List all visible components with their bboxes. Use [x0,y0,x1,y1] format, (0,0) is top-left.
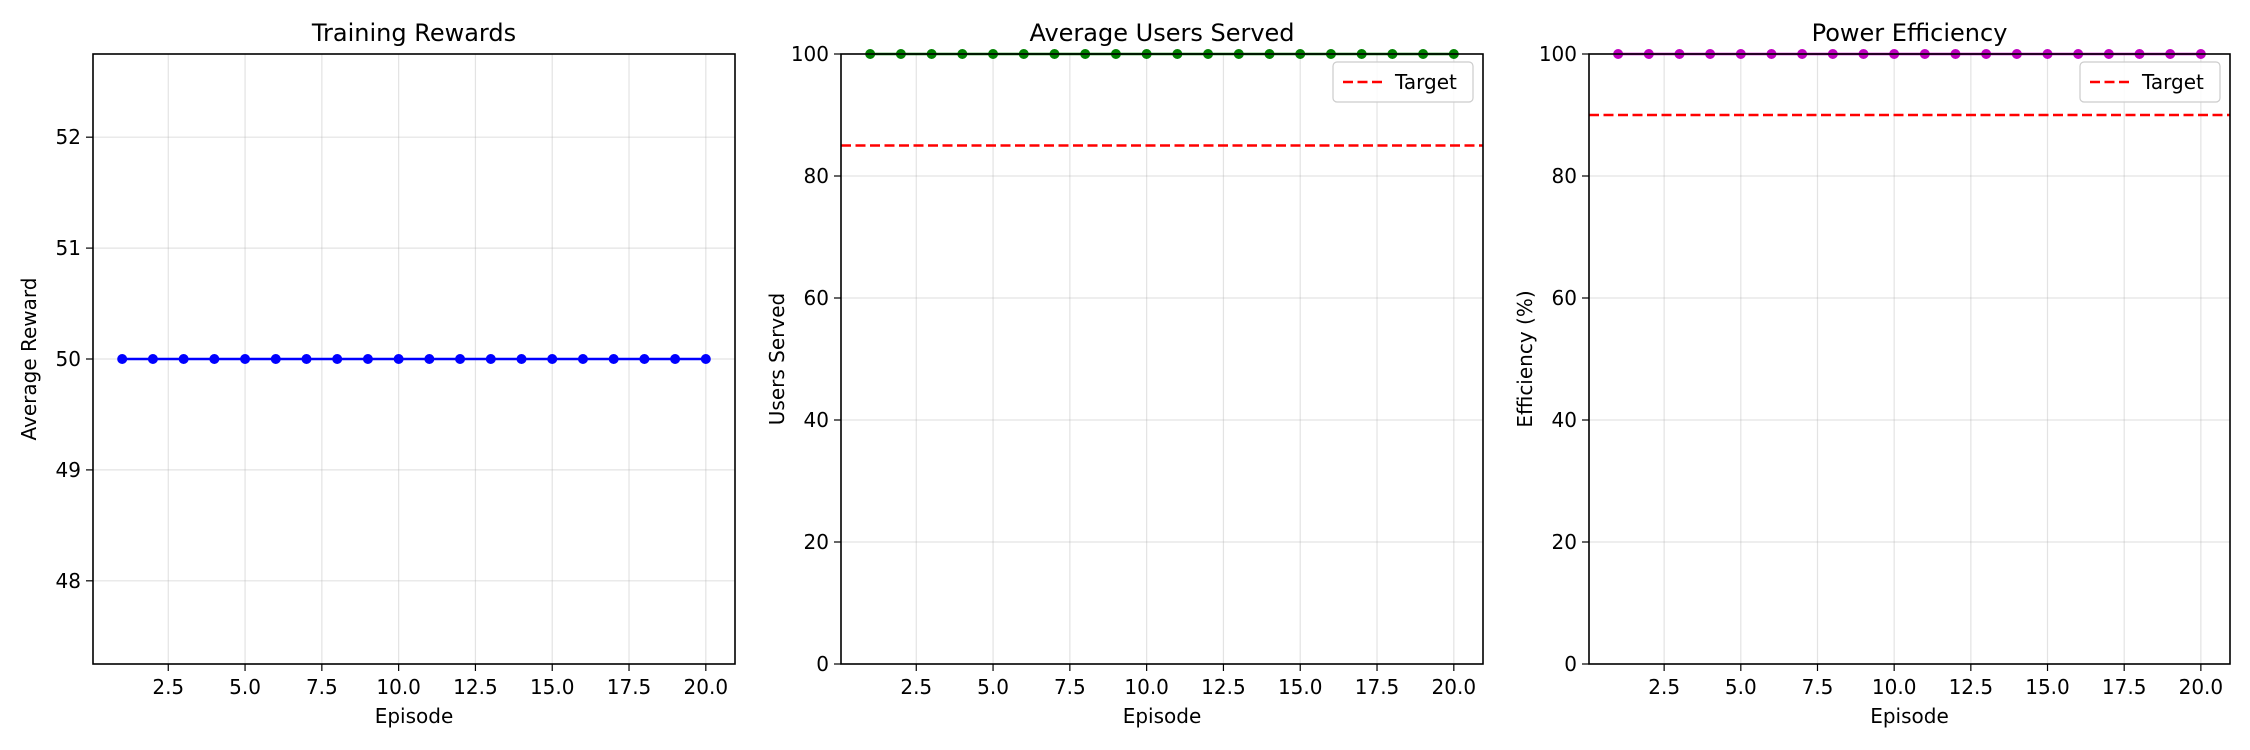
y-tick-label: 80 [1552,164,1577,188]
axes-frame [840,53,1484,665]
x-tick-label: 12.5 [1201,675,1246,699]
data-point [178,354,189,364]
x-tick-label: 20.0 [2179,675,2224,699]
x-tick-label: 2.5 [152,675,184,699]
x-tick-label: 20.0 [1432,675,1477,699]
x-tick-label: 15.0 [1278,675,1323,699]
y-tick-label: 49 [56,458,81,482]
y-axis-label: Average Reward [17,278,41,441]
chart-title: Average Users Served [1029,19,1294,47]
x-tick-label: 7.5 [1054,675,1086,699]
data-point [577,354,588,364]
x-tick-label: 5.0 [977,675,1009,699]
y-tick-label: 40 [804,408,829,432]
chart-title: Power Efficiency [1812,19,2008,47]
data-point [670,354,681,364]
y-tick-label: 100 [1539,42,1577,66]
y-tick-label: 60 [1552,286,1577,310]
x-tick-label: 7.5 [1802,675,1834,699]
x-tick-label: 15.0 [2025,675,2070,699]
data-point [424,354,435,364]
x-tick-label: 5.0 [229,675,261,699]
x-tick-label: 10.0 [1124,675,1169,699]
y-tick-label: 20 [1552,530,1577,554]
y-tick-label: 100 [791,42,829,66]
axes-frame [92,53,736,665]
y-tick-label: 0 [816,652,829,676]
legend-label: Target [2141,70,2204,94]
y-tick-label: 40 [1552,408,1577,432]
x-tick-label: 10.0 [376,675,421,699]
y-axis-label: Efficiency (%) [1513,290,1537,427]
x-tick-label: 7.5 [306,675,338,699]
y-tick-label: 0 [1564,652,1577,676]
data-point [209,354,220,364]
x-tick-label: 20.0 [684,675,729,699]
x-tick-label: 17.5 [2102,675,2147,699]
data-point [485,354,496,364]
data-point [639,354,650,364]
y-axis-label: Users Served [765,293,789,425]
chart-2: 2.5 5.0 7.5 10.0 12.5 15.0 17.5 20.0 0 20 40 60 80 10… [765,19,1484,728]
y-tick-label: 80 [804,164,829,188]
x-axis-label: Episode [1870,704,1949,728]
x-tick-label: 2.5 [1648,675,1680,699]
x-tick-label: 2.5 [900,675,932,699]
y-tick-label: 60 [804,286,829,310]
x-axis-label: Episode [375,704,454,728]
data-point [455,354,466,364]
data-point [117,354,128,364]
data-point [332,354,343,364]
data-point [147,354,158,364]
data-point [393,354,404,364]
data-point [547,354,558,364]
x-tick-label: 17.5 [1355,675,1400,699]
x-tick-label: 10.0 [1872,675,1917,699]
data-point [516,354,527,364]
x-tick-label: 5.0 [1725,675,1757,699]
chart-title: Training Rewards [311,19,516,47]
data-point [362,354,373,364]
data-point [700,354,711,364]
x-tick-label: 12.5 [1949,675,1994,699]
legend-box [1332,61,1474,103]
x-tick-label: 15.0 [530,675,575,699]
data-point [608,354,619,364]
x-tick-label: 12.5 [453,675,498,699]
x-tick-label: 17.5 [607,675,652,699]
y-tick-label: 20 [804,530,829,554]
y-tick-label: 51 [56,236,81,260]
data-point [301,354,312,364]
chart-3: 2.5 5.0 7.5 10.0 12.5 15.0 17.5 20.0 0 20 40 60 80 10… [1513,19,2231,728]
legend-label: Target [1394,70,1457,94]
y-tick-label: 48 [56,569,81,593]
legend: Target [1332,61,1474,103]
chart-1: 2.5 5.0 7.5 10.0 12.5 15.0 17.5 20.0 48 49 50 51 52 T… [17,19,736,728]
axes-frame [1588,53,2231,665]
legend-box [2079,61,2221,103]
y-tick-label: 50 [56,347,81,371]
data-point [240,354,251,364]
data-point [270,354,281,364]
y-tick-label: 52 [56,125,81,149]
x-axis-label: Episode [1123,704,1202,728]
legend: Target [2079,61,2221,103]
